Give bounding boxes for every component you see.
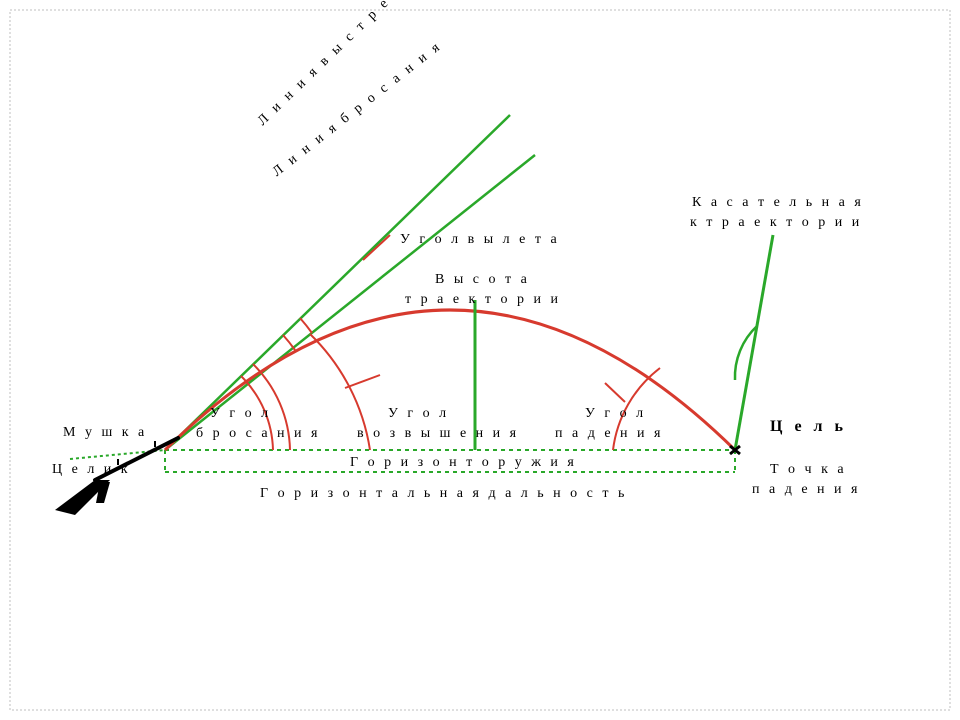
label-angle-fall2: п а д е н и я [555, 426, 663, 442]
label-horizon: Г о р и з о н т о р у ж и я [350, 455, 577, 471]
label-angle-throw2: б р о с а н и я [196, 426, 320, 442]
label-height-traj1: В ы с о т а [435, 272, 530, 288]
label-angle-fall1: У г о л [585, 406, 646, 422]
label-front-sight: М у ш к а [63, 425, 147, 441]
exit-angle-arc-outer [300, 318, 312, 333]
label-rear-sight: Ц е л и к [52, 462, 131, 478]
label-tangent1: К а с а т е л ь н а я [692, 195, 864, 211]
outer-border [10, 10, 950, 710]
label-point-fall2: п а д е н и я [752, 482, 860, 498]
label-angle-throw1: У г о л [210, 406, 271, 422]
exit-angle-tick [363, 235, 390, 260]
tangent-line [735, 235, 773, 450]
label-point-fall1: Т о ч к а [770, 462, 847, 478]
diagram-canvas: Л и н и я в ы с т р е л а Л и н и я б р … [0, 0, 960, 720]
label-angle-elev1: У г о л [388, 406, 449, 422]
elevation-angle-tick [345, 375, 380, 388]
label-angle-exit: У г о л в ы л е т а [400, 232, 560, 248]
label-horiz-range: Г о р и з о н т а л ь н а я д а л ь н о … [260, 486, 627, 502]
label-height-traj2: т р а е к т о р и и [405, 292, 561, 308]
tangent-arc [735, 326, 757, 380]
exit-angle-arc-inner [283, 335, 295, 350]
label-tangent2: к т р а е к т о р и и [690, 215, 862, 231]
fall-angle-tick [605, 383, 625, 402]
label-angle-elev2: в о з в ы ш е н и я [357, 426, 519, 442]
diagram-svg [0, 0, 960, 720]
label-target: Ц е л ь [770, 418, 847, 436]
